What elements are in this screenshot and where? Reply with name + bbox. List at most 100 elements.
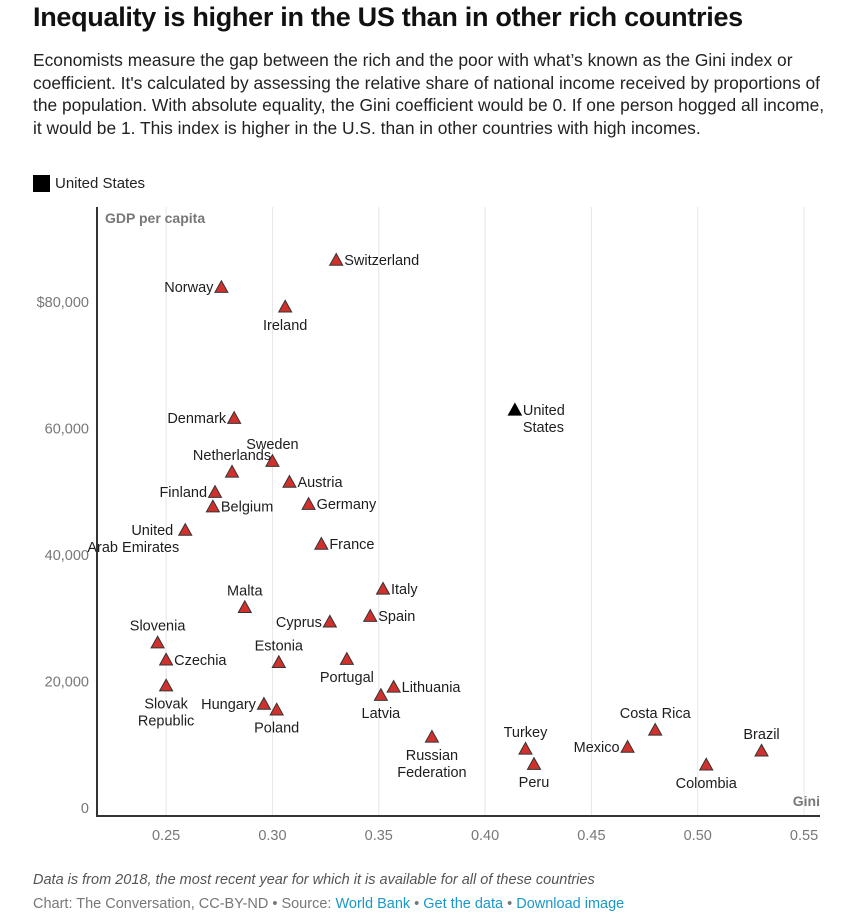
x-tick-label: 0.40 bbox=[471, 828, 499, 844]
footnote: Data is from 2018, the most recent year … bbox=[33, 872, 595, 888]
data-point-peru bbox=[526, 756, 542, 770]
point-label: Switzerland bbox=[344, 253, 419, 269]
y-tick-label: 20,000 bbox=[45, 675, 89, 691]
point-label: Czechia bbox=[174, 653, 227, 669]
point-label-line: Lithuania bbox=[402, 680, 462, 696]
x-tick-label: 0.25 bbox=[152, 828, 180, 844]
point-label: Ireland bbox=[263, 318, 307, 334]
point-label-line: Sweden bbox=[246, 437, 298, 453]
credit-line: Chart: The Conversation, CC-BY-ND • Sour… bbox=[33, 896, 624, 912]
y-axis-title: GDP per capita bbox=[105, 210, 205, 226]
data-point-spain bbox=[362, 608, 378, 622]
point-label-line: Federation bbox=[397, 765, 466, 781]
data-point-france bbox=[313, 536, 329, 550]
point-label: Austria bbox=[297, 475, 343, 491]
point-label: Slovak Republic bbox=[138, 697, 194, 730]
point-label: Finland bbox=[159, 485, 207, 501]
point-label-line: Peru bbox=[519, 775, 550, 791]
data-point-slovak-republic bbox=[158, 678, 174, 692]
point-label: Slovenia bbox=[130, 619, 187, 635]
data-point-brazil bbox=[754, 743, 769, 757]
data-point-ireland bbox=[277, 299, 293, 313]
point-label: Spain bbox=[378, 609, 415, 625]
point-label-line: Republic bbox=[138, 714, 194, 730]
point-label-line: Hungary bbox=[201, 697, 257, 713]
x-tick-label: 0.55 bbox=[790, 828, 818, 844]
point-label-line: States bbox=[523, 420, 564, 436]
data-point-italy bbox=[375, 581, 391, 595]
credit-prefix: Chart: The Conversation, CC-BY-ND • Sour… bbox=[33, 896, 336, 912]
point-label-line: Costa Rica bbox=[620, 706, 692, 722]
point-label-line: Germany bbox=[317, 497, 377, 513]
data-point-mexico bbox=[620, 739, 635, 753]
point-label-line: Brazil bbox=[743, 727, 779, 743]
point-label-line: United bbox=[131, 523, 173, 539]
data-point-czechia bbox=[158, 652, 174, 666]
point-label-line: Italy bbox=[391, 582, 418, 598]
point-label-line: United bbox=[523, 403, 565, 419]
point-label-line: Czechia bbox=[174, 653, 227, 669]
data-point-cyprus bbox=[322, 614, 338, 628]
data-point-colombia bbox=[698, 757, 714, 771]
point-label-line: Ireland bbox=[263, 318, 307, 334]
point-label: Germany bbox=[317, 497, 377, 513]
data-point-united-arab-emirates bbox=[177, 522, 193, 536]
data-point-finland bbox=[207, 484, 223, 498]
point-label: Latvia bbox=[362, 706, 402, 722]
legend-swatch bbox=[33, 175, 50, 192]
download-image-link[interactable]: Download image bbox=[516, 896, 625, 912]
point-label: Mexico bbox=[574, 740, 620, 756]
scatter-chart: 0.25 0.30 0.35 0.40 0.45 0.50 0.55 0 20,000 40,00… bbox=[37, 207, 820, 844]
point-label-line: Arab Emirates bbox=[87, 540, 179, 556]
legend-label: United States bbox=[55, 175, 146, 192]
data-point-slovenia bbox=[150, 635, 165, 649]
point-label: Russian Federation bbox=[397, 748, 466, 781]
data-point-denmark bbox=[226, 410, 242, 424]
point-label: Portugal bbox=[320, 670, 374, 686]
legend: United States bbox=[33, 175, 145, 192]
point-label-line: Estonia bbox=[255, 638, 304, 654]
point-label-line: Finland bbox=[159, 485, 207, 501]
y-tick-label: 60,000 bbox=[45, 422, 89, 438]
data-point-lithuania bbox=[386, 679, 401, 693]
data-point-costa-rica bbox=[647, 722, 663, 736]
x-tick-label: 0.45 bbox=[577, 828, 605, 844]
point-label: Estonia bbox=[255, 638, 304, 654]
point-label-line: Belgium bbox=[221, 500, 273, 516]
data-point-malta bbox=[237, 599, 253, 613]
point-label: Malta bbox=[227, 583, 263, 599]
point-label-line: Austria bbox=[297, 475, 343, 491]
data-point-hungary bbox=[256, 696, 272, 710]
point-label-line: Russian bbox=[406, 748, 458, 764]
point-label: Denmark bbox=[167, 411, 227, 427]
data-point-estonia bbox=[271, 654, 287, 669]
point-label: Colombia bbox=[676, 776, 738, 792]
chart-title: Inequality is higher in the US than in o… bbox=[33, 2, 743, 32]
point-label: France bbox=[329, 537, 374, 553]
data-point-sweden bbox=[265, 453, 280, 467]
source-link[interactable]: World Bank bbox=[335, 896, 411, 912]
point-label-line: France bbox=[329, 537, 374, 553]
x-tick-label: 0.30 bbox=[258, 828, 286, 844]
get-data-link[interactable]: Get the data bbox=[423, 896, 504, 912]
x-axis-title: Gini bbox=[793, 793, 820, 809]
point-label: Brazil bbox=[743, 727, 779, 743]
point-label-line: Norway bbox=[164, 280, 214, 296]
data-point-austria bbox=[282, 474, 297, 488]
data-point-switzerland bbox=[328, 252, 344, 266]
y-tick-label: 40,000 bbox=[45, 548, 89, 564]
axes: 0.25 0.30 0.35 0.40 0.45 0.50 0.55 0 20,000 40,00… bbox=[37, 207, 820, 844]
data-point-latvia bbox=[373, 687, 389, 701]
point-label: Italy bbox=[391, 582, 418, 598]
point-label-line: Spain bbox=[378, 609, 415, 625]
separator: • bbox=[503, 896, 517, 912]
point-label: Costa Rica bbox=[620, 706, 692, 722]
point-label-line: Switzerland bbox=[344, 253, 419, 269]
point-label-line: Colombia bbox=[676, 776, 738, 792]
point-label-line: Poland bbox=[254, 721, 299, 737]
point-label: Turkey bbox=[504, 725, 549, 741]
y-tick-label: 0 bbox=[81, 801, 89, 817]
data-point-portugal bbox=[339, 651, 355, 665]
point-label-line: Latvia bbox=[362, 706, 402, 722]
